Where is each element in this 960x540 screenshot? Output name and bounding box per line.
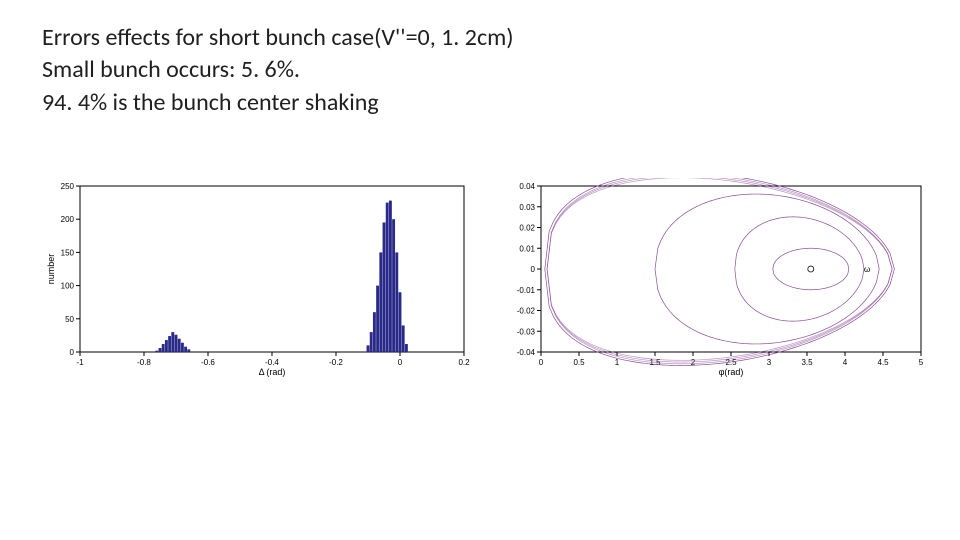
- svg-text:4.5: 4.5: [877, 358, 889, 367]
- svg-text:200: 200: [61, 215, 75, 224]
- svg-text:0: 0: [398, 358, 403, 367]
- charts-row: -1-0.8-0.6-0.4-0.200.2050100150200250Δ (…: [42, 178, 932, 390]
- svg-text:-0.8: -0.8: [137, 358, 151, 367]
- title-line-1: Errors effects for short bunch case(V''=…: [42, 22, 920, 54]
- svg-text:100: 100: [61, 282, 75, 291]
- svg-text:Δ (rad): Δ (rad): [259, 367, 286, 377]
- svg-text:150: 150: [61, 248, 75, 257]
- svg-text:-0.2: -0.2: [329, 358, 343, 367]
- svg-text:ω: ω: [864, 265, 870, 274]
- svg-text:4: 4: [843, 358, 848, 367]
- svg-text:-0.02: -0.02: [517, 307, 536, 316]
- svg-text:-0.01: -0.01: [517, 286, 536, 295]
- svg-text:250: 250: [61, 182, 75, 191]
- title-block: Errors effects for short bunch case(V''=…: [42, 22, 920, 119]
- svg-text:-0.4: -0.4: [265, 358, 279, 367]
- svg-text:0: 0: [70, 348, 75, 357]
- svg-text:5: 5: [919, 358, 924, 367]
- histogram-svg: -1 -0.8 -0.6 -0.4 -0.2 0 0.2 0 50 100 150 200 250 Δ (…: [42, 178, 472, 378]
- svg-text:0.5: 0.5: [573, 358, 585, 367]
- svg-text:0.04: 0.04: [519, 182, 535, 191]
- svg-text:3.5: 3.5: [801, 358, 813, 367]
- phase-chart: 00.511.522.533.544.55-0.04-0.03-0.02-0.0…: [499, 178, 932, 390]
- phase-svg: 00.511.522.533.544.55-0.04-0.03-0.02-0.0…: [499, 178, 929, 378]
- svg-text:-1: -1: [76, 358, 84, 367]
- svg-text:1: 1: [615, 358, 620, 367]
- title-line-3: 94. 4% is the bunch center shaking: [42, 87, 920, 119]
- svg-text:-0.04: -0.04: [517, 348, 536, 357]
- svg-text:0: 0: [531, 265, 536, 274]
- svg-text:0.01: 0.01: [519, 244, 535, 253]
- svg-text:0: 0: [539, 358, 544, 367]
- svg-text:number: number: [46, 254, 56, 285]
- svg-text:φ(rad): φ(rad): [719, 367, 744, 377]
- title-line-2: Small bunch occurs: 5. 6%.: [42, 54, 920, 86]
- svg-text:3: 3: [767, 358, 772, 367]
- svg-text:0.2: 0.2: [458, 358, 470, 367]
- svg-text:0.02: 0.02: [519, 224, 535, 233]
- histogram-chart: -1 -0.8 -0.6 -0.4 -0.2 0 0.2 0 50 100 150 200 250 Δ (…: [42, 178, 475, 390]
- svg-text:50: 50: [65, 315, 74, 324]
- svg-text:-0.6: -0.6: [201, 358, 215, 367]
- svg-text:-0.03: -0.03: [517, 327, 536, 336]
- svg-text:0.03: 0.03: [519, 203, 535, 212]
